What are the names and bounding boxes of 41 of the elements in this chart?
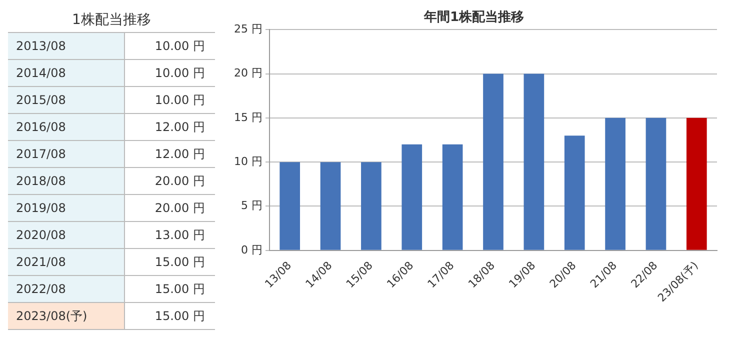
category-label: 2020/08 — [8, 222, 124, 248]
bar — [605, 118, 626, 250]
text: 13.00 円 — [154, 228, 205, 242]
bar — [686, 118, 707, 250]
bar — [483, 74, 504, 250]
bar — [402, 144, 422, 250]
category-label: 2016/08 — [8, 114, 124, 140]
bar — [320, 162, 341, 250]
category-label: 2017/08 — [8, 140, 124, 168]
text: 20.00 円 — [154, 200, 205, 214]
text: 12.00 円 — [154, 146, 205, 160]
y-tick-label: 5 円 — [240, 199, 262, 212]
text: 15.00 円 — [154, 282, 205, 296]
text: 15.00 円 — [154, 254, 205, 268]
text: 15.00 円 — [154, 308, 205, 322]
y-tick-label: 10 円 — [234, 154, 262, 168]
chart-title: 年間1株配当推移 — [422, 10, 524, 26]
bar — [564, 136, 585, 250]
bar — [442, 144, 463, 250]
category-label: 2022/08 — [8, 276, 124, 302]
category-label: 2021/08 — [8, 248, 124, 276]
bar — [646, 118, 666, 250]
text: 10.00 円 — [154, 92, 205, 106]
bar — [280, 162, 300, 250]
text: 10.00 円 — [154, 66, 205, 80]
y-tick-label: 15 円 — [234, 110, 262, 124]
category-label: 2013/08 — [8, 32, 124, 60]
category-label: 2023/08(予) — [8, 302, 124, 330]
text: 10.00 円 — [154, 38, 205, 52]
y-tick-label: 20 円 — [234, 66, 262, 80]
text: 1株配当推移 — [71, 11, 152, 30]
y-tick-label: 25 円 — [234, 22, 262, 36]
text: 20.00 円 — [154, 174, 205, 188]
bar — [524, 74, 544, 250]
text: 12.00 円 — [154, 120, 205, 134]
category-label: 2015/08 — [8, 86, 124, 114]
category-label: 2019/08 — [8, 194, 124, 222]
category-label: 2014/08 — [8, 60, 124, 86]
category-label: 2018/08 — [8, 168, 124, 194]
y-tick-label: 0 円 — [240, 243, 262, 256]
bar — [361, 162, 382, 250]
